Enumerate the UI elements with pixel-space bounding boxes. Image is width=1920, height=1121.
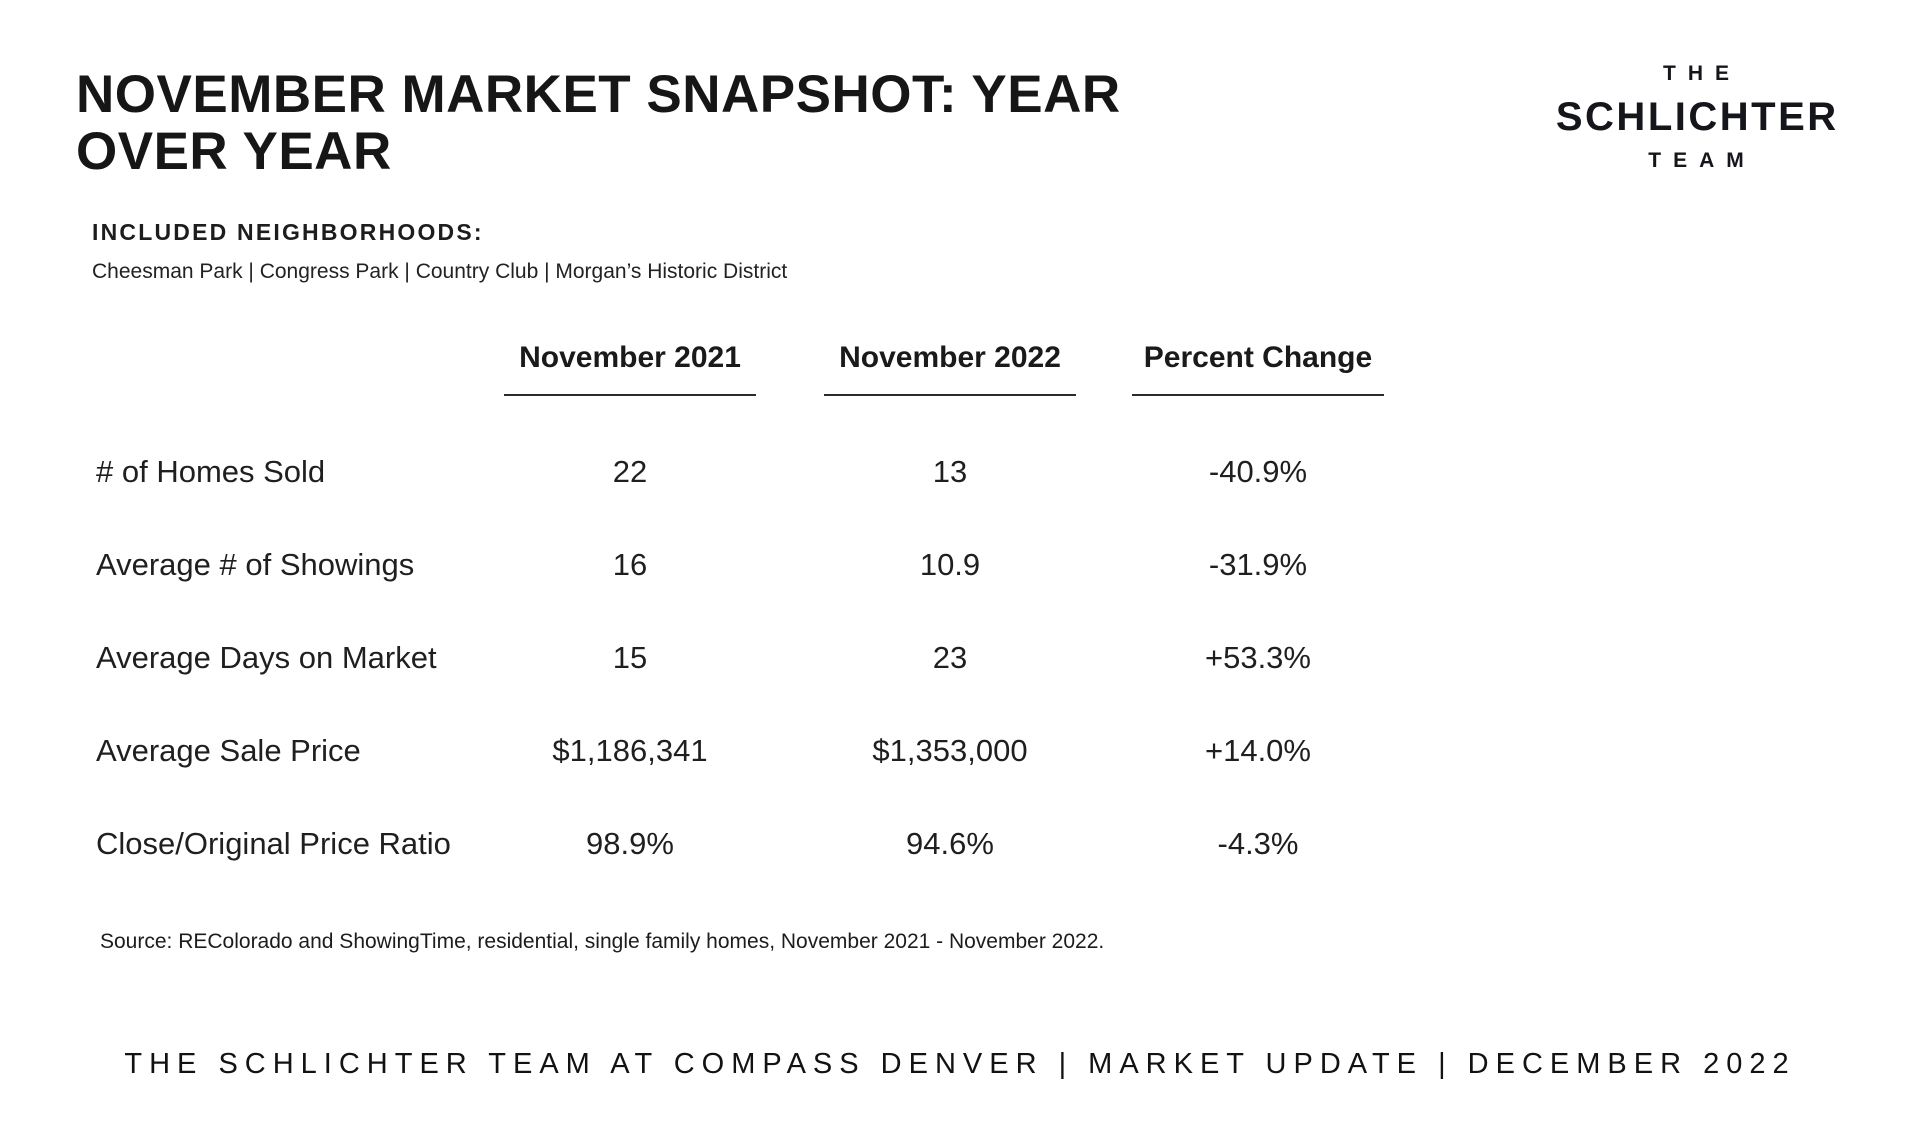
value-nov-2021: 22 — [612, 453, 648, 489]
header-spacer-cell — [96, 340, 476, 396]
row-label: Average Sale Price — [96, 732, 361, 768]
value-nov-2022: 13 — [932, 453, 968, 489]
market-snapshot-table: # of Homes Sold 22 13 -40.9% Average # o… — [96, 425, 1400, 890]
footer-banner: THE SCHLICHTER TEAM AT COMPASS DENVER | … — [124, 1048, 1796, 1080]
value-nov-2021: $1,186,341 — [552, 732, 708, 768]
table-header-row: November 2021 November 2022 Percent Chan… — [96, 340, 1400, 396]
value-nov-2021: 98.9% — [586, 825, 674, 861]
source-note: Source: REColorado and ShowingTime, resi… — [100, 930, 1105, 953]
logo-line-the: THE — [1663, 62, 1741, 85]
logo-line-schlichter: SCHLICHTER — [1555, 95, 1839, 139]
value-percent-change: +14.0% — [1204, 732, 1311, 768]
header-underline — [824, 394, 1076, 396]
logo-line-team: TEAM — [1648, 149, 1756, 172]
value-percent-change: -4.3% — [1217, 825, 1299, 861]
table-row-avg-showings: Average # of Showings 16 10.9 -31.9% — [96, 518, 1400, 611]
header-underline — [504, 394, 756, 396]
row-label: Average # of Showings — [96, 546, 415, 582]
table-row-avg-days-on-market: Average Days on Market 15 23 +53.3% — [96, 611, 1400, 704]
header-underline — [1132, 394, 1384, 396]
value-percent-change: -40.9% — [1208, 453, 1308, 489]
row-label: Average Days on Market — [96, 639, 437, 675]
column-header-label: November 2021 — [519, 341, 741, 374]
value-nov-2021: 15 — [612, 639, 648, 675]
row-label: Close/Original Price Ratio — [96, 825, 451, 861]
neighborhoods-list: Cheesman Park | Congress Park | Country … — [92, 260, 788, 283]
value-nov-2022: 23 — [932, 639, 968, 675]
value-nov-2021: 16 — [612, 546, 648, 582]
value-nov-2022: 94.6% — [906, 825, 994, 861]
value-nov-2022: $1,353,000 — [872, 732, 1028, 768]
included-neighborhoods-label: INCLUDED NEIGHBORHOODS: — [92, 219, 484, 245]
table-row-homes-sold: # of Homes Sold 22 13 -40.9% — [96, 425, 1400, 518]
schlichter-team-logo: THE SCHLICHTER TEAM — [1535, 62, 1857, 173]
column-header-percent-change: Percent Change — [1116, 340, 1400, 396]
column-header-november-2022: November 2022 — [784, 340, 1116, 396]
page-title: NOVEMBER MARKET SNAPSHOT: YEAR OVER YEAR — [76, 65, 1121, 182]
row-label: # of Homes Sold — [96, 453, 326, 489]
value-nov-2022: 10.9 — [919, 546, 981, 582]
column-header-label: November 2022 — [839, 341, 1061, 374]
table-row-avg-sale-price: Average Sale Price $1,186,341 $1,353,000… — [96, 704, 1400, 797]
column-header-november-2021: November 2021 — [476, 340, 784, 396]
value-percent-change: +53.3% — [1204, 639, 1311, 675]
value-percent-change: -31.9% — [1208, 546, 1308, 582]
table-row-close-original-price-ratio: Close/Original Price Ratio 98.9% 94.6% -… — [96, 797, 1400, 890]
column-header-label: Percent Change — [1143, 341, 1373, 374]
